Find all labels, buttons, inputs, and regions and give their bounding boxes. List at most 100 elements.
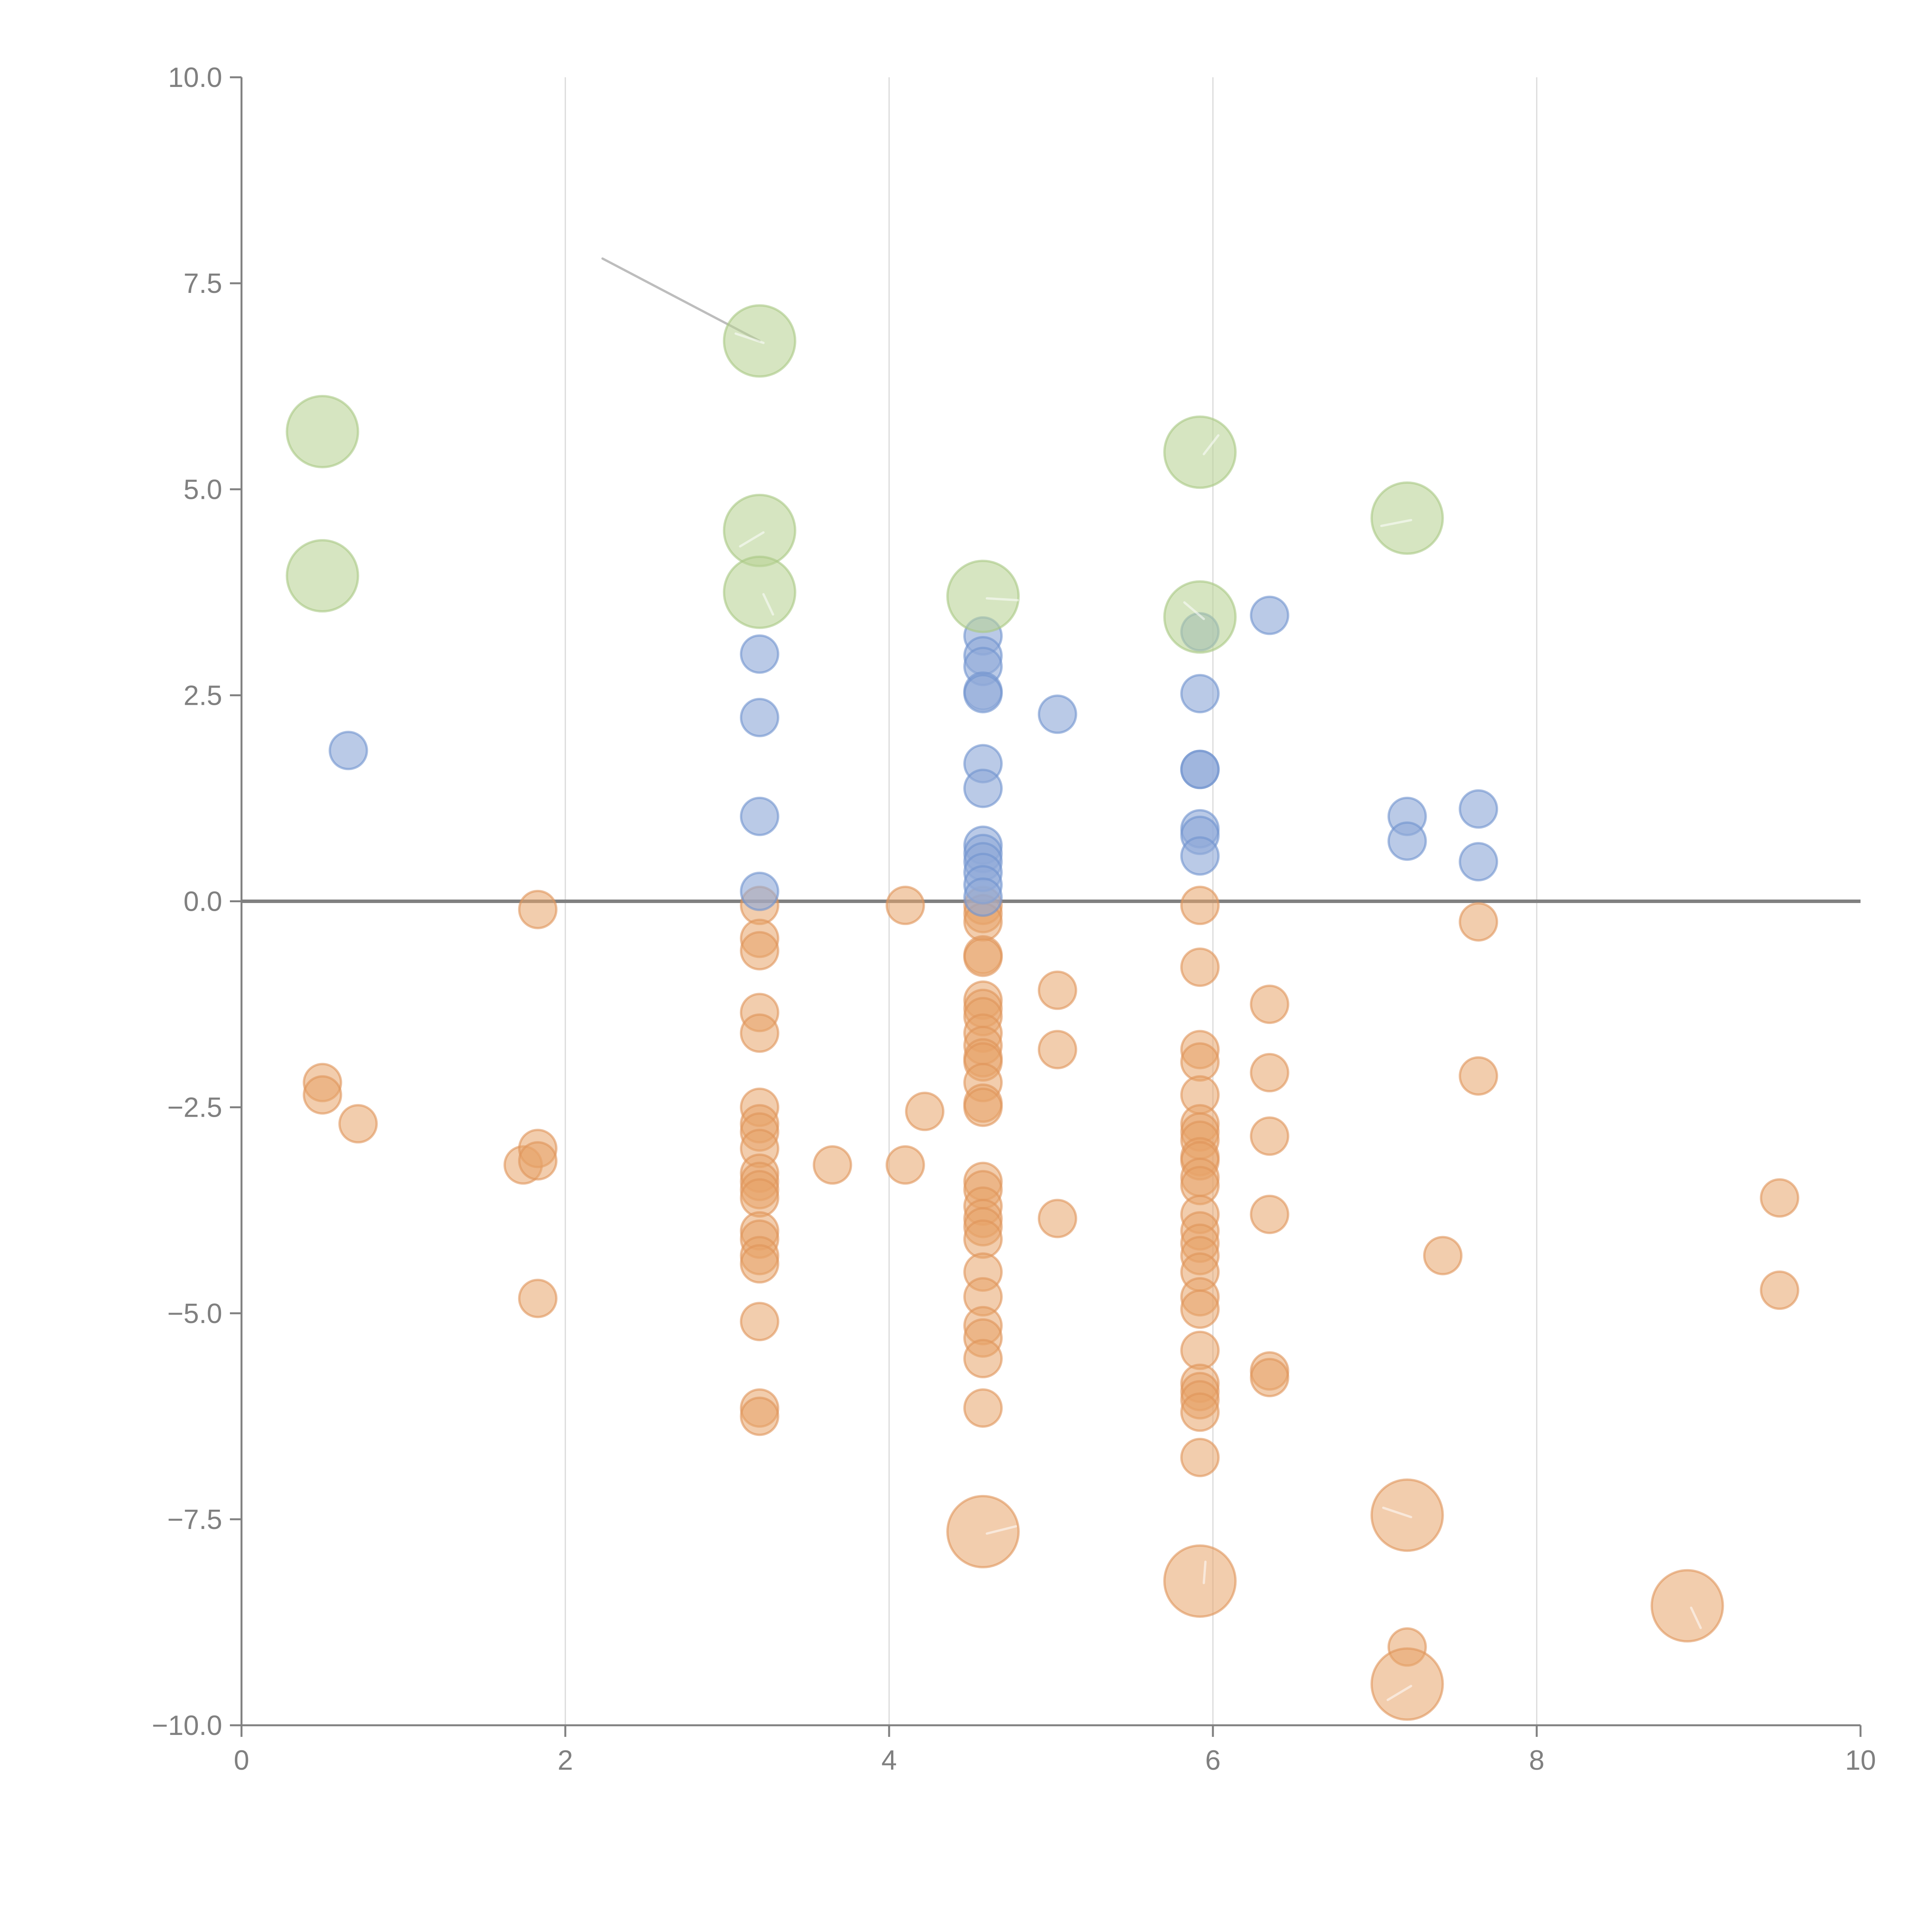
orange-bubble[interactable]	[1459, 902, 1498, 942]
blue-bubble[interactable]	[1250, 595, 1289, 635]
orange-bubble[interactable]	[518, 889, 558, 929]
orange-bubble[interactable]	[740, 1396, 779, 1436]
orange-bubble[interactable]	[963, 1388, 1003, 1428]
y-tick-label: 2.5	[184, 680, 222, 711]
y-tick-label: −5.0	[167, 1298, 222, 1329]
bubble-highlight-mark	[762, 593, 774, 616]
green-bubble[interactable]	[1370, 481, 1444, 555]
orange-bubble[interactable]	[1180, 886, 1220, 925]
blue-bubble[interactable]	[740, 634, 779, 674]
orange-bubble[interactable]	[1037, 1030, 1077, 1070]
y-axis-ticks: 10.0 7.5 5.0 2.5 0.0 −2.5 −5.0 −7.5 −10.0	[152, 62, 242, 1741]
y-tick-label: −2.5	[167, 1092, 222, 1123]
orange-bubble[interactable]	[963, 1219, 1003, 1259]
orange-large-bubble[interactable]	[1370, 1647, 1444, 1721]
bubble-highlight-mark	[739, 531, 765, 548]
orange-bubble[interactable]	[1250, 1053, 1289, 1093]
orange-bubble[interactable]	[740, 1013, 779, 1053]
orange-large-bubble[interactable]	[1163, 1544, 1237, 1618]
bubble-highlight-mark	[986, 1525, 1017, 1535]
orange-bubble[interactable]	[813, 1145, 852, 1185]
orange-bubble[interactable]	[963, 1339, 1003, 1379]
series-orange-large	[946, 1478, 1724, 1721]
orange-large-bubble[interactable]	[946, 1495, 1020, 1568]
y-tick-label: −7.5	[167, 1504, 222, 1535]
orange-bubble[interactable]	[1180, 1289, 1220, 1329]
green-bubble[interactable]	[723, 493, 796, 567]
orange-large-bubble[interactable]	[1650, 1569, 1724, 1643]
green-bubble[interactable]	[1163, 415, 1237, 489]
green-bubble[interactable]	[286, 395, 359, 468]
orange-bubble[interactable]	[1037, 970, 1077, 1010]
x-tick-label: 4	[881, 1745, 897, 1776]
y-tick-label: 5.0	[184, 474, 222, 505]
series-blue	[328, 595, 1498, 917]
x-axis-ticks: 0 2 4 6 8 10	[234, 1725, 1876, 1776]
x-tick-label: 0	[234, 1745, 249, 1776]
bubble-highlight-mark	[1202, 434, 1220, 456]
orange-bubble[interactable]	[1459, 1056, 1498, 1096]
blue-bubble[interactable]	[740, 871, 779, 911]
x-tick-label: 2	[558, 1745, 573, 1776]
orange-bubble[interactable]	[338, 1104, 378, 1144]
x-tick-label: 6	[1205, 1745, 1221, 1776]
orange-bubble[interactable]	[1250, 1194, 1289, 1234]
orange-bubble[interactable]	[740, 931, 779, 971]
axes: 0 2 4 6 8 10 10.0 7.5 5.0 2.5 0.0 −2.5 −5.0 −7.5 −10.…	[152, 62, 1876, 1776]
orange-bubble[interactable]	[1180, 1330, 1220, 1370]
blue-bubble[interactable]	[328, 731, 368, 770]
y-tick-label: 7.5	[184, 268, 222, 299]
bubble-highlight-mark	[1690, 1606, 1702, 1629]
orange-bubble[interactable]	[303, 1075, 342, 1115]
blue-bubble[interactable]	[963, 674, 1003, 714]
orange-bubble[interactable]	[1250, 1358, 1289, 1398]
bubble-highlight-mark	[1202, 1560, 1207, 1584]
orange-bubble[interactable]	[1250, 1116, 1289, 1156]
blue-bubble[interactable]	[1459, 842, 1498, 882]
series-green	[286, 304, 1444, 654]
series-orange	[303, 886, 1799, 1667]
green-bubble[interactable]	[286, 539, 359, 613]
y-tick-label: 10.0	[168, 62, 222, 93]
orange-bubble[interactable]	[1180, 1042, 1220, 1082]
orange-bubble[interactable]	[740, 1178, 779, 1218]
blue-bubble[interactable]	[740, 697, 779, 737]
green-bubble[interactable]	[723, 555, 796, 629]
bubble-highlight-mark	[1386, 1685, 1412, 1701]
bubble-highlight-mark	[1380, 519, 1412, 527]
blue-bubble[interactable]	[1387, 821, 1427, 861]
blue-bubble[interactable]	[1037, 694, 1077, 734]
y-tick-label: 0.0	[184, 886, 222, 917]
y-tick-label: −10.0	[152, 1710, 222, 1741]
orange-bubble[interactable]	[1760, 1270, 1799, 1310]
x-tick-label: 10	[1845, 1745, 1876, 1776]
blue-bubble[interactable]	[1459, 789, 1498, 829]
orange-bubble[interactable]	[518, 1141, 558, 1181]
orange-bubble[interactable]	[1180, 947, 1220, 987]
blue-bubble[interactable]	[963, 769, 1003, 808]
orange-bubble[interactable]	[905, 1092, 945, 1131]
blue-bubble[interactable]	[963, 877, 1003, 917]
blue-bubble[interactable]	[1180, 750, 1220, 789]
orange-bubble[interactable]	[1180, 1392, 1220, 1432]
orange-bubble[interactable]	[963, 1087, 1003, 1127]
orange-bubble[interactable]	[1250, 985, 1289, 1024]
orange-bubble[interactable]	[740, 1302, 779, 1342]
orange-bubble[interactable]	[740, 1244, 779, 1284]
orange-bubble[interactable]	[518, 1279, 558, 1318]
orange-bubble[interactable]	[885, 886, 925, 925]
blue-bubble[interactable]	[740, 796, 779, 836]
orange-bubble[interactable]	[1037, 1199, 1077, 1238]
orange-bubble[interactable]	[1423, 1236, 1463, 1276]
orange-bubble[interactable]	[1760, 1178, 1799, 1218]
green-bubble[interactable]	[946, 560, 1020, 633]
bubbles	[286, 304, 1799, 1721]
blue-bubble[interactable]	[1180, 674, 1220, 714]
bubble-highlight-mark	[1183, 601, 1205, 620]
bubble-highlight-mark	[1382, 1507, 1412, 1519]
orange-bubble[interactable]	[1180, 1437, 1220, 1477]
orange-bubble[interactable]	[885, 1145, 925, 1185]
orange-bubble[interactable]	[963, 937, 1003, 977]
blue-bubble[interactable]	[1180, 836, 1220, 876]
